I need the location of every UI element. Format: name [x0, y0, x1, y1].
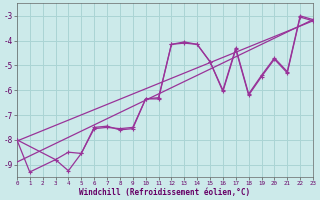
X-axis label: Windchill (Refroidissement éolien,°C): Windchill (Refroidissement éolien,°C) [79, 188, 251, 197]
